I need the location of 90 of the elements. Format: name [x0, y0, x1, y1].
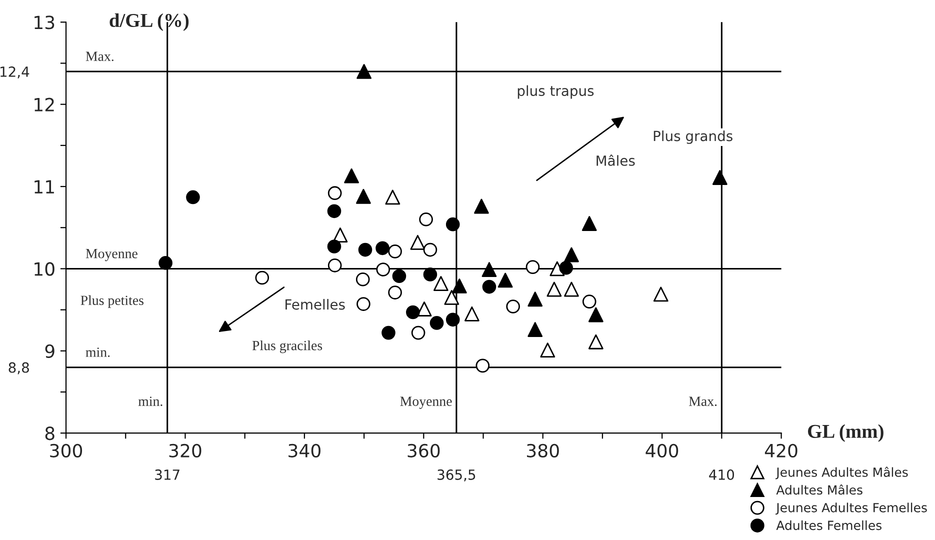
point: [474, 198, 489, 214]
y-axis-title: d/GL (%): [110, 13, 189, 31]
point: [506, 300, 520, 314]
point: [482, 280, 496, 294]
x-tick-label: 360: [408, 444, 440, 458]
y-tick-label: 12: [34, 98, 54, 112]
x-tick-label: 400: [646, 444, 678, 458]
point: [419, 212, 433, 226]
x-tick-label: 380: [527, 444, 559, 458]
x-tick-label: 420: [764, 444, 798, 458]
x-tick-label: 320: [169, 444, 202, 458]
point: [385, 190, 400, 205]
point: [358, 242, 372, 257]
annotation: Plus petites: [80, 295, 144, 308]
point: [588, 334, 604, 350]
annotation: Plus graciles: [252, 340, 322, 354]
annotation: Femelles: [286, 298, 345, 310]
point: [356, 188, 371, 204]
point: [653, 286, 668, 302]
legend-label: Adultes Mâles: [776, 484, 862, 495]
point: [464, 306, 480, 322]
point: [328, 258, 342, 272]
point: [327, 240, 342, 254]
point: [446, 217, 460, 232]
y-tick-label: 13: [34, 16, 54, 30]
point: [433, 276, 448, 291]
point: [158, 256, 172, 270]
point: [376, 262, 390, 276]
point: [411, 326, 426, 340]
y-tick-label: 11: [34, 180, 54, 194]
point: [388, 244, 402, 258]
x-tick-label: 340: [288, 444, 320, 458]
point: [498, 272, 513, 288]
point: [482, 262, 497, 277]
point: [392, 269, 406, 284]
point: [430, 316, 444, 330]
annotation: Plus grands: [654, 130, 732, 144]
x2-tick-label: 410: [709, 469, 734, 480]
x-tick-label: 300: [50, 444, 82, 458]
x2-tick-label: 365,5: [438, 469, 476, 482]
point: [423, 242, 438, 257]
y-tick-label: 10: [34, 262, 54, 276]
point: [382, 326, 396, 340]
point: [356, 297, 370, 311]
legend-label: Adultes Femelles: [776, 520, 882, 530]
legend-label: Jeunes Adultes Mâles: [776, 466, 908, 480]
point: [410, 234, 426, 250]
point: [356, 272, 370, 286]
point: [559, 260, 574, 275]
ref-line-label: Max.: [86, 52, 114, 62]
ref-line-label: Moyenne: [400, 396, 452, 409]
ref-line-label: Max.: [688, 396, 717, 406]
point: [526, 260, 540, 274]
y2-tick-label: 12,4: [0, 66, 30, 78]
point: [476, 358, 490, 373]
point: [388, 286, 402, 300]
annotation: plus trapus: [518, 85, 594, 99]
legend-label: Jeunes Adultes Femelles: [776, 502, 927, 515]
point: [446, 312, 460, 327]
point: [712, 170, 728, 185]
point: [546, 282, 562, 297]
y2-tick-label: 8,8: [8, 362, 29, 374]
point: [528, 322, 543, 337]
point: [356, 64, 372, 79]
ref-line-label: min.: [86, 348, 110, 357]
x-axis-title: GL (mm): [808, 424, 884, 442]
x2-tick-label: 317: [155, 469, 180, 480]
ref-line-label: min.: [138, 396, 162, 406]
annotation: Mâles: [596, 154, 635, 166]
y-tick-label: 8: [45, 426, 54, 440]
point: [423, 268, 438, 282]
point: [255, 270, 270, 285]
point: [327, 204, 342, 218]
point: [376, 241, 390, 256]
point: [564, 282, 579, 297]
point: [444, 290, 460, 305]
point: [328, 186, 342, 200]
point: [186, 190, 200, 204]
point: [452, 278, 467, 294]
point: [564, 247, 579, 262]
point: [588, 307, 604, 322]
point: [582, 216, 597, 231]
ref-line-label: Moyenne: [86, 249, 138, 262]
point: [540, 342, 556, 358]
point: [406, 305, 420, 320]
point: [582, 294, 596, 308]
point: [528, 292, 543, 307]
point: [416, 302, 432, 316]
point: [344, 168, 359, 184]
y-tick-label: 9: [45, 344, 54, 358]
